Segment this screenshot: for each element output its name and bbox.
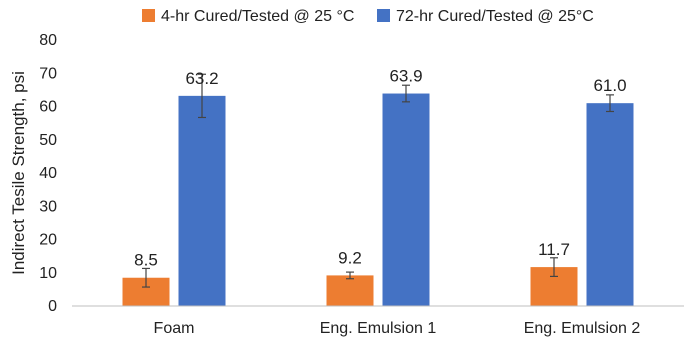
bar-72hr [178,95,226,306]
x-category-label: Eng. Emulsion 1 [320,320,437,337]
y-axis-title: Indirect Tesile Strength, psi [9,71,28,275]
legend-label: 4-hr Cured/Tested @ 25 °C [161,8,354,25]
data-label: 61.0 [593,76,626,95]
bar-72hr [586,103,634,306]
data-label: 63.2 [185,69,218,88]
x-axis: Foam Eng. Emulsion 1 Eng. Emulsion 2 [72,305,684,337]
y-tick-label: 20 [39,232,57,249]
y-tick-label: 60 [39,99,57,116]
data-label: 63.9 [389,67,422,86]
legend: 4-hr Cured/Tested @ 25 °C 72-hr Cured/Tes… [142,8,594,25]
y-tick-label: 40 [39,165,57,182]
legend-swatch [377,9,390,22]
bars: 8.5 63.2 9.2 63.9 11.7 61.0 [122,67,634,306]
data-label: 11.7 [538,240,570,259]
y-tick-label: 50 [39,132,57,149]
x-category-label: Eng. Emulsion 2 [524,320,641,337]
y-axis: 0 10 20 30 40 50 60 70 80 [39,32,57,315]
y-tick-label: 70 [39,65,57,82]
data-label: 9.2 [338,248,362,267]
y-tick-label: 30 [39,198,57,215]
bar-72hr [382,93,430,306]
legend-swatch [142,9,155,22]
y-tick-label: 10 [39,265,57,282]
legend-label: 72-hr Cured/Tested @ 25°C [396,8,594,25]
x-category-label: Foam [154,320,195,337]
y-tick-label: 0 [48,298,57,315]
y-tick-label: 80 [39,32,57,49]
bar-4hr [326,275,374,306]
data-label: 8.5 [134,251,158,270]
